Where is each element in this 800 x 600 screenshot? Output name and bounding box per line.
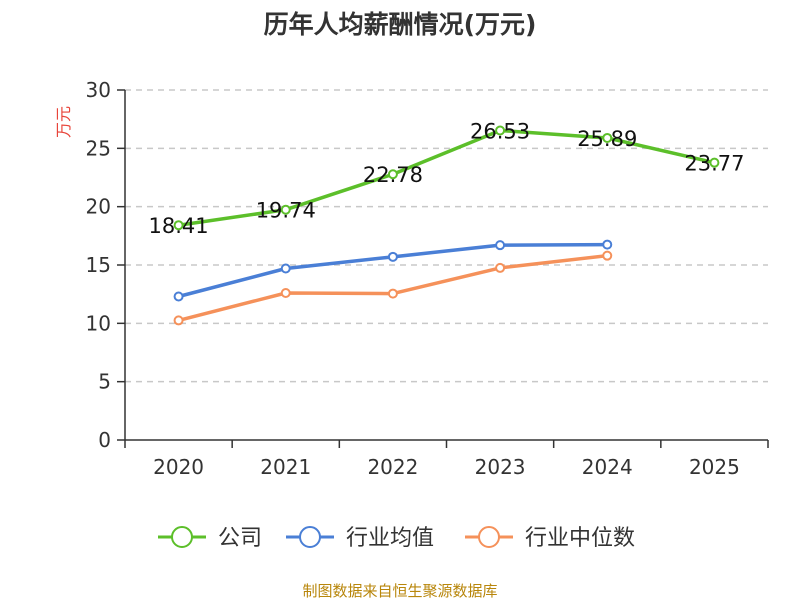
data-point-0-2024 [602, 132, 613, 143]
data-point-1-2023 [495, 240, 506, 251]
x-tick-label-2024: 2024 [582, 455, 633, 479]
source-note: 制图数据来自恒生聚源数据库 [302, 582, 497, 600]
y-tick-label-25: 25 [86, 136, 111, 160]
series-layer [173, 125, 720, 326]
y-tick-label-5: 5 [98, 370, 111, 394]
legend: 公司 行业均值 行业中位数 [158, 526, 635, 551]
data-label-2024: 25.89 [577, 127, 637, 151]
x-tick-label-2022: 2022 [367, 455, 418, 479]
data-point-2-2024 [602, 250, 613, 261]
data-label-2022: 22.78 [363, 163, 423, 187]
legend-label-0: 公司 [218, 526, 262, 551]
data-point-0-2022 [387, 169, 398, 180]
chart-title: 历年人均薪酬情况(万元) [264, 10, 537, 39]
x-tick-label-2020: 2020 [153, 455, 204, 479]
y-tick-label-20: 20 [86, 195, 111, 219]
legend-marker-2 [478, 526, 500, 548]
data-label-2025: 23.77 [684, 152, 744, 176]
data-point-2-2023 [495, 262, 506, 273]
legend-marker-1 [299, 526, 321, 548]
data-point-0-2021 [280, 204, 291, 215]
data-point-1-2020 [173, 291, 184, 302]
data-point-2-2022 [387, 288, 398, 299]
legend-label-1: 行业均值 [346, 526, 434, 551]
series-line-0 [176, 128, 717, 227]
data-point-1-2024 [602, 239, 613, 250]
data-label-2023: 26.53 [470, 119, 530, 143]
data-labels: 18.41 19.74 22.78 26.53 25.89 23.77 [149, 119, 745, 238]
x-tick-label-2025: 2025 [689, 455, 740, 479]
y-tick-label-15: 15 [86, 253, 111, 277]
legend-label-2: 行业中位数 [525, 526, 635, 551]
x-tick-label-2021: 2021 [260, 455, 311, 479]
data-point-2-2021 [280, 288, 291, 298]
x-tick-label-2023: 2023 [475, 455, 526, 479]
data-label-2021: 19.74 [256, 199, 316, 223]
y-tick-label-0: 0 [98, 428, 111, 452]
y-axis-label: 万元 [54, 106, 73, 138]
data-point-2-2020 [173, 315, 184, 326]
data-point-0-2025 [709, 157, 720, 168]
y-tick-label-10: 10 [86, 311, 111, 335]
grid-lines [125, 89, 768, 383]
data-point-1-2021 [280, 263, 291, 274]
legend-marker-0 [171, 526, 193, 548]
data-point-1-2022 [387, 251, 398, 262]
data-point-0-2020 [173, 220, 184, 231]
data-label-2020: 18.41 [149, 214, 209, 238]
y-tick-label-30: 30 [86, 78, 111, 102]
data-point-0-2023 [495, 125, 506, 136]
